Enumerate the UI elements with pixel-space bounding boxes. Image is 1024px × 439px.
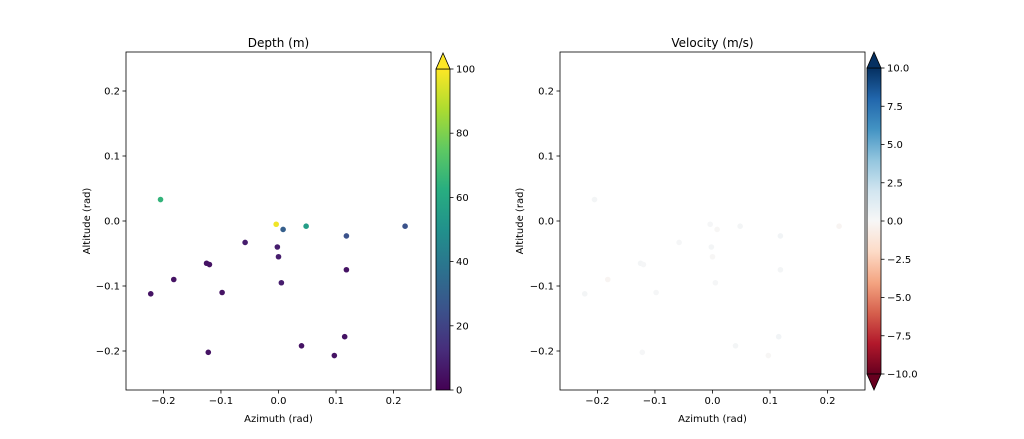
scatter-point — [836, 223, 842, 229]
scatter-point — [402, 223, 408, 229]
scatter-point — [591, 196, 598, 203]
scatter-point — [298, 343, 305, 349]
x-tick-label: −0.1 — [643, 396, 667, 407]
y-tick-label: −0.2 — [96, 347, 120, 358]
velocity-y-ticks: −0.2 −0.1 0.0 0.1 0.2 — [530, 87, 560, 358]
scatter-point — [639, 349, 646, 356]
velocity-x-ticks: −0.2 −0.1 0.0 0.1 0.2 — [585, 390, 836, 407]
x-tick-label: 0.2 — [386, 396, 402, 407]
velocity-y-axis-label: Altitude (rad) — [515, 188, 526, 255]
colorbar-tick-label: 7.5 — [887, 102, 903, 113]
velocity-colorbar-extend-min — [866, 373, 882, 391]
velocity-x-axis-label: Azimuth (rad) — [678, 414, 747, 425]
depth-colorbar — [435, 68, 451, 391]
x-tick-label: 0.2 — [820, 396, 836, 407]
velocity-colorbar-ticks: −10.0 −7.5 −5.0 −2.5 0.0 2.5 5.0 7.5 10.0 — [881, 64, 918, 381]
velocity-plot-frame — [559, 51, 866, 391]
y-tick-label: 0.0 — [104, 217, 120, 228]
scatter-point — [273, 221, 279, 228]
scatter-point — [343, 266, 350, 273]
depth-chart-title: Depth (m) — [248, 36, 309, 50]
x-tick-label: −0.2 — [585, 396, 609, 407]
scatter-point — [341, 333, 348, 340]
depth-points — [147, 196, 408, 359]
scatter-point — [777, 233, 784, 239]
scatter-point — [709, 253, 716, 260]
scatter-point — [206, 261, 213, 268]
scatter-point — [737, 223, 743, 229]
colorbar-tick-label: −7.5 — [887, 331, 911, 342]
scatter-point — [708, 244, 715, 250]
y-tick-label: 0.2 — [104, 87, 120, 98]
colorbar-tick-label: 40 — [456, 257, 469, 268]
scatter-point — [170, 276, 177, 283]
scatter-point — [343, 233, 350, 239]
scatter-point — [242, 239, 248, 246]
depth-colorbar-extend-max — [435, 52, 451, 70]
colorbar-tick-label: 10.0 — [887, 64, 909, 75]
scatter-point — [676, 239, 682, 246]
x-tick-label: 0.0 — [271, 396, 287, 407]
colorbar-tick-label: 100 — [456, 65, 475, 76]
depth-y-axis-label: Altitude (rad) — [82, 188, 93, 255]
velocity-chart-title: Velocity (m/s) — [671, 36, 753, 50]
scatter-point — [604, 276, 611, 283]
scatter-point — [205, 349, 212, 356]
scatter-point — [331, 352, 338, 359]
y-tick-label: −0.1 — [530, 282, 554, 293]
scatter-point — [219, 289, 225, 296]
x-tick-label: 0.1 — [762, 396, 778, 407]
scatter-point — [303, 223, 309, 229]
x-tick-label: 0.0 — [705, 396, 721, 407]
y-tick-label: 0.1 — [538, 152, 554, 163]
depth-x-ticks: −0.2 −0.1 0.0 0.1 0.2 — [151, 390, 402, 407]
scatter-point — [640, 261, 647, 268]
scatter-point — [714, 226, 720, 233]
x-tick-label: 0.1 — [328, 396, 344, 407]
scatter-point — [278, 279, 285, 286]
colorbar-tick-label: 0.0 — [887, 217, 903, 228]
y-tick-label: −0.2 — [530, 347, 554, 358]
colorbar-tick-label: 0 — [456, 386, 462, 397]
x-tick-label: −0.2 — [151, 396, 175, 407]
colorbar-tick-label: 60 — [456, 193, 469, 204]
y-tick-label: 0.1 — [104, 152, 120, 163]
scatter-point — [653, 289, 659, 296]
x-tick-label: −0.1 — [209, 396, 233, 407]
scatter-point — [147, 291, 154, 297]
scatter-point — [707, 221, 713, 228]
colorbar-tick-label: 2.5 — [887, 178, 903, 189]
scatter-point — [157, 196, 164, 203]
scatter-point — [280, 226, 286, 233]
colorbar-tick-label: 80 — [456, 129, 469, 140]
colorbar-tick-label: −2.5 — [887, 255, 911, 266]
velocity-panel: Velocity (m/s) Azimuth (rad) Altitude (r… — [515, 36, 918, 425]
velocity-colorbar-extend-max — [866, 51, 882, 69]
colorbar-tick-label: −5.0 — [887, 293, 911, 304]
scatter-point — [275, 253, 282, 260]
scatter-point — [732, 343, 739, 349]
depth-plot-frame — [125, 51, 432, 391]
scatter-point — [765, 352, 772, 359]
depth-colorbar-ticks: 0 20 40 60 80 100 — [450, 65, 475, 397]
scatter-point — [274, 244, 281, 250]
y-tick-label: −0.1 — [96, 282, 120, 293]
colorbar-tick-label: 20 — [456, 321, 469, 332]
depth-panel: Depth (m) Azimuth (rad) Altitude (rad) −… — [82, 36, 475, 425]
scatter-point — [712, 279, 719, 286]
depth-x-axis-label: Azimuth (rad) — [244, 414, 313, 425]
scatter-point — [775, 333, 782, 340]
depth-y-ticks: −0.2 −0.1 0.0 0.1 0.2 — [96, 87, 126, 358]
colorbar-tick-label: −10.0 — [887, 370, 918, 381]
velocity-points — [581, 196, 842, 359]
colorbar-tick-label: 5.0 — [887, 140, 903, 151]
velocity-colorbar — [866, 67, 882, 375]
scatter-point — [777, 266, 784, 273]
y-tick-label: 0.2 — [538, 87, 554, 98]
scatter-point — [581, 291, 588, 297]
y-tick-label: 0.0 — [538, 217, 554, 228]
